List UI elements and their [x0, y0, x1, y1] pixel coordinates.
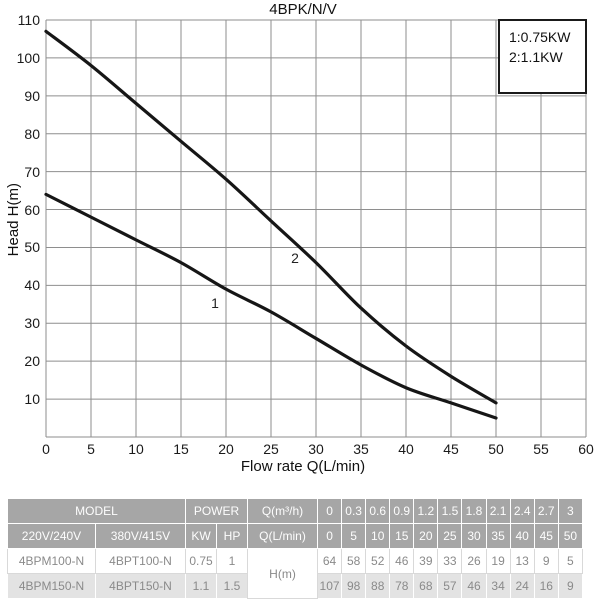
flow-m3h-value-cell: 2.7 [533, 498, 559, 524]
flow-lmin-value-cell: 40 [509, 523, 535, 549]
head-value-cell: 52 [365, 548, 391, 574]
flow-lmin-value-cell: 35 [485, 523, 511, 549]
head-value-cell: 34 [485, 573, 511, 599]
head-value-cell: 68 [413, 573, 439, 599]
x-tick-label: 30 [308, 441, 324, 457]
flow-m3h-value-cell: 2.4 [509, 498, 535, 524]
model-cell: 4BPT150-N [95, 573, 186, 599]
legend-entry-2: 2:1.1KW [509, 49, 563, 65]
x-axis-label: Flow rate Q(L/min) [240, 458, 366, 475]
x-tick-label: 10 [128, 441, 144, 457]
head-value-cell: 57 [437, 573, 463, 599]
head-value-cell: 39 [413, 548, 439, 574]
flow-m3h-header-cell: Q(m³/h) [247, 498, 318, 524]
legend-box: 1:0.75KW 2:1.1KW [498, 19, 587, 94]
x-tick-label: 20 [218, 441, 234, 457]
head-value-cell: 16 [533, 573, 559, 599]
pump-curve-2 [44, 29, 498, 405]
hp-cell: 1.5 [216, 573, 248, 599]
x-tick-label: 15 [173, 441, 189, 457]
curve-label-2: 2 [291, 250, 299, 266]
y-tick-label: 40 [24, 277, 40, 294]
pump-curve-1 [44, 192, 498, 420]
flow-lmin-value-cell: 25 [437, 523, 463, 549]
y-tick-label: 100 [16, 49, 40, 66]
x-tick-label: 25 [263, 441, 279, 457]
y-tick-label: 110 [17, 12, 40, 28]
head-value-cell: 58 [341, 548, 367, 574]
y-tick-label: 20 [24, 353, 40, 370]
x-tick-label: 55 [533, 441, 549, 457]
head-value-cell: 107 [316, 573, 343, 599]
flow-lmin-value-cell: 45 [533, 523, 559, 549]
kw-cell: 0.75 [185, 548, 217, 574]
hp-header-cell: HP [216, 523, 248, 549]
flow-lmin-value-cell: 30 [461, 523, 487, 549]
head-value-cell: 33 [437, 548, 463, 574]
spec-table: MODEL POWER Q(m³/h) 0 0.3 0.6 0.9 1.2 1.5 1.8 2.1 2… [7, 498, 584, 599]
head-m-label-cell: H(m) [247, 548, 318, 599]
x-tick-label: 40 [398, 441, 414, 457]
hp-cell: 1 [216, 548, 248, 574]
x-tick-label: 5 [87, 441, 95, 457]
flow-m3h-value-cell: 0.3 [341, 498, 367, 524]
flow-m3h-value-cell: 1.5 [437, 498, 463, 524]
head-value-cell: 64 [316, 548, 343, 574]
flow-lmin-value-cell: 50 [557, 523, 584, 549]
x-tick-label: 35 [353, 441, 369, 457]
flow-m3h-value-cell: 1.8 [461, 498, 487, 524]
x-tick-label: 0 [42, 441, 50, 457]
flow-m3h-value-cell: 0 [316, 498, 343, 524]
power-header-cell: POWER [185, 498, 248, 524]
x-tick-label: 45 [443, 441, 459, 457]
head-value-cell: 13 [509, 548, 535, 574]
y-tick-label: 60 [24, 201, 40, 218]
flow-lmin-value-cell: 10 [365, 523, 391, 549]
y-tick-label: 80 [24, 125, 40, 142]
x-tick-label: 60 [578, 441, 594, 457]
curve-label-1: 1 [211, 295, 219, 311]
head-value-cell: 19 [485, 548, 511, 574]
y-tick-label: 30 [24, 315, 40, 332]
y-tick-label: 50 [24, 239, 40, 256]
y-axis-label: Head H(m) [5, 183, 22, 257]
legend-entry-1: 1:0.75KW [509, 29, 571, 45]
flow-lmin-value-cell: 5 [341, 523, 367, 549]
flow-m3h-value-cell: 1.2 [413, 498, 439, 524]
chart-title: 4BPK/N/V [269, 1, 337, 18]
flow-m3h-value-cell: 0.9 [389, 498, 415, 524]
model-cell: 4BPM100-N [7, 548, 96, 574]
y-tick-label: 10 [24, 391, 40, 408]
voltage-380-header-cell: 380V/415V [95, 523, 186, 549]
flow-m3h-value-cell: 0.6 [365, 498, 391, 524]
head-value-cell: 46 [461, 573, 487, 599]
head-value-cell: 78 [389, 573, 415, 599]
flow-m3h-value-cell: 3 [557, 498, 584, 524]
head-value-cell: 24 [509, 573, 535, 599]
model-cell: 4BPT100-N [95, 548, 186, 574]
head-value-cell: 98 [341, 573, 367, 599]
voltage-220-header-cell: 220V/240V [7, 523, 96, 549]
head-value-cell: 26 [461, 548, 487, 574]
head-value-cell: 9 [533, 548, 559, 574]
head-value-cell: 5 [557, 548, 584, 574]
model-cell: 4BPM150-N [7, 573, 96, 599]
flow-lmin-value-cell: 0 [316, 523, 343, 549]
flow-lmin-header-cell: Q(L/min) [247, 523, 318, 549]
head-value-cell: 9 [557, 573, 584, 599]
kw-header-cell: KW [185, 523, 217, 549]
performance-chart: 4BPK/N/V 10 20 30 40 50 60 70 80 90 100 110 0 5 10 15… [5, 1, 594, 475]
head-value-cell: 46 [389, 548, 415, 574]
y-tick-label: 90 [24, 87, 40, 104]
model-header-cell: MODEL [7, 498, 186, 524]
flow-lmin-value-cell: 20 [413, 523, 439, 549]
flow-lmin-value-cell: 15 [389, 523, 415, 549]
head-value-cell: 88 [365, 573, 391, 599]
x-tick-label: 50 [488, 441, 504, 457]
flow-m3h-value-cell: 2.1 [485, 498, 511, 524]
y-tick-label: 70 [24, 163, 40, 180]
kw-cell: 1.1 [185, 573, 217, 599]
